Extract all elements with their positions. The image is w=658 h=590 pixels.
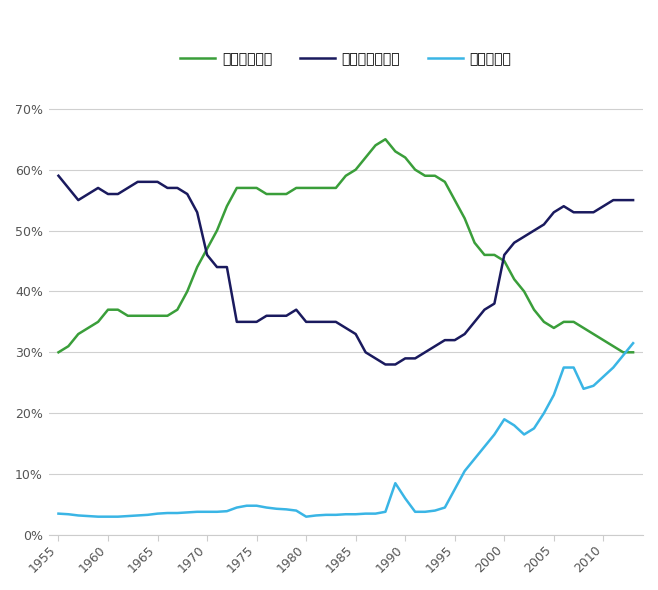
- アウトサイダー: [480, 306, 488, 313]
- アウトサイダー: [114, 191, 122, 198]
- アウトサイダー: [55, 172, 63, 179]
- インサイダー: [74, 330, 82, 337]
- 海外投賄家: [153, 510, 161, 517]
- インサイダー: [203, 245, 211, 253]
- アウトサイダー: [629, 196, 637, 204]
- Line: インサイダー: インサイダー: [59, 139, 633, 352]
- インサイダー: [352, 166, 360, 173]
- 海外投賄家: [55, 510, 63, 517]
- 海外投賄家: [629, 340, 637, 347]
- Line: アウトサイダー: アウトサイダー: [59, 176, 633, 365]
- 海外投賄家: [362, 510, 370, 517]
- アウトサイダー: [352, 330, 360, 337]
- インサイダー: [480, 251, 488, 258]
- インサイダー: [55, 349, 63, 356]
- 海外投賄家: [94, 513, 102, 520]
- インサイダー: [382, 136, 390, 143]
- インサイダー: [114, 306, 122, 313]
- アウトサイダー: [382, 361, 390, 368]
- アウトサイダー: [143, 178, 151, 185]
- 海外投賄家: [480, 443, 488, 450]
- アウトサイダー: [203, 251, 211, 258]
- アウトサイダー: [74, 196, 82, 204]
- 海外投賄家: [213, 508, 221, 515]
- Line: 海外投賄家: 海外投賄家: [59, 343, 633, 517]
- インサイダー: [143, 312, 151, 319]
- 海外投賄家: [74, 512, 82, 519]
- インサイダー: [629, 349, 637, 356]
- Legend: インサイダー, アウトサイダー, 海外投賄家: インサイダー, アウトサイダー, 海外投賄家: [174, 47, 517, 72]
- 海外投賄家: [124, 513, 132, 520]
